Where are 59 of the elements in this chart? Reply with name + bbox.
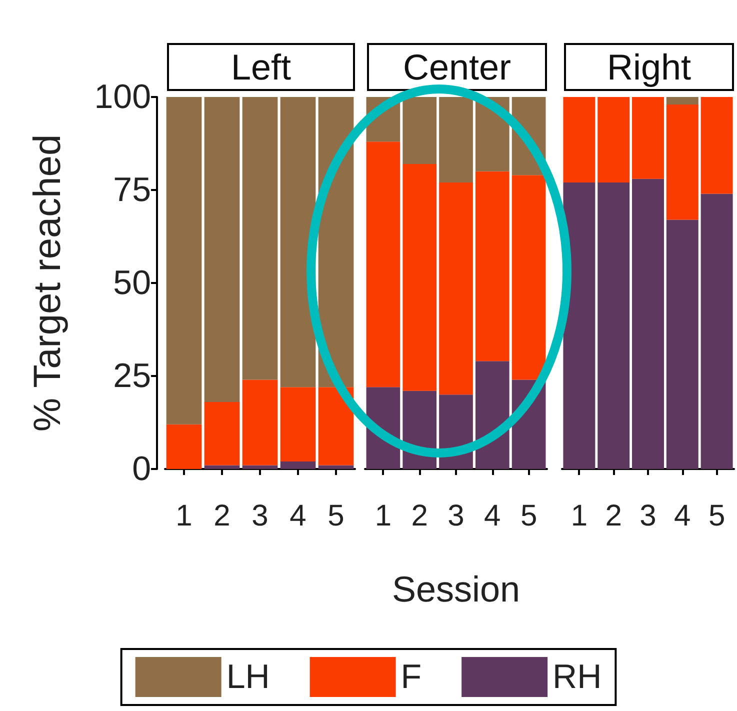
chart-title: Right (606, 46, 692, 88)
bar (402, 97, 437, 164)
bar (318, 387, 354, 466)
x-tick-label: 2 (605, 500, 622, 532)
chart-title: Center (402, 46, 512, 88)
bar (439, 97, 473, 183)
bar (242, 380, 278, 466)
x-tick-label: 5 (708, 500, 726, 532)
bar (204, 97, 240, 402)
bar (280, 462, 316, 469)
bar (204, 465, 240, 469)
bar (666, 220, 698, 469)
bar (166, 424, 202, 469)
x-tick-label: 3 (640, 500, 656, 532)
legend-label: RH (552, 658, 602, 696)
bar (632, 178, 664, 469)
x-tick-label: 4 (674, 500, 691, 532)
bar (166, 97, 202, 424)
y-tick-label: 50 (113, 264, 151, 302)
bar (280, 97, 316, 388)
x-tick-label: 4 (484, 500, 501, 532)
y-tick-label: 75 (113, 171, 151, 209)
x-tick-label: 5 (520, 500, 538, 532)
bar (666, 104, 698, 220)
bar (280, 387, 316, 462)
x-tick-label: 3 (252, 500, 268, 532)
x-tick-label: 2 (214, 500, 230, 532)
x-tick-label: 1 (176, 500, 192, 532)
y-tick-label: 100 (94, 78, 151, 116)
bar (598, 97, 630, 183)
bar (563, 182, 596, 469)
chart-title: Left (230, 46, 292, 88)
bar (318, 465, 354, 469)
bar (512, 175, 546, 380)
legend-label: F (400, 658, 422, 696)
x-tick-label: 1 (374, 500, 392, 532)
bar (632, 97, 664, 179)
x-tick-label: 2 (411, 500, 428, 532)
x-tick-label: 5 (328, 500, 344, 532)
x-axis-title: Session (392, 568, 520, 610)
y-tick-label: 25 (113, 357, 151, 395)
x-tick-label: 4 (290, 500, 306, 532)
x-tick-label: 3 (448, 500, 464, 532)
bar (700, 194, 733, 469)
bar (475, 171, 510, 362)
legend-label: LH (226, 658, 270, 696)
bar (700, 97, 733, 194)
bar (563, 97, 596, 183)
bar (204, 402, 240, 466)
bar (366, 142, 400, 388)
bar (598, 182, 630, 469)
bar (402, 164, 437, 391)
x-tick-label: 1 (570, 500, 588, 532)
y-axis-title: % Target reached (27, 134, 69, 432)
bar (242, 97, 278, 380)
bar (666, 97, 698, 104)
bar (439, 182, 473, 395)
y-tick-label: 0 (132, 450, 151, 488)
bar (242, 465, 278, 469)
